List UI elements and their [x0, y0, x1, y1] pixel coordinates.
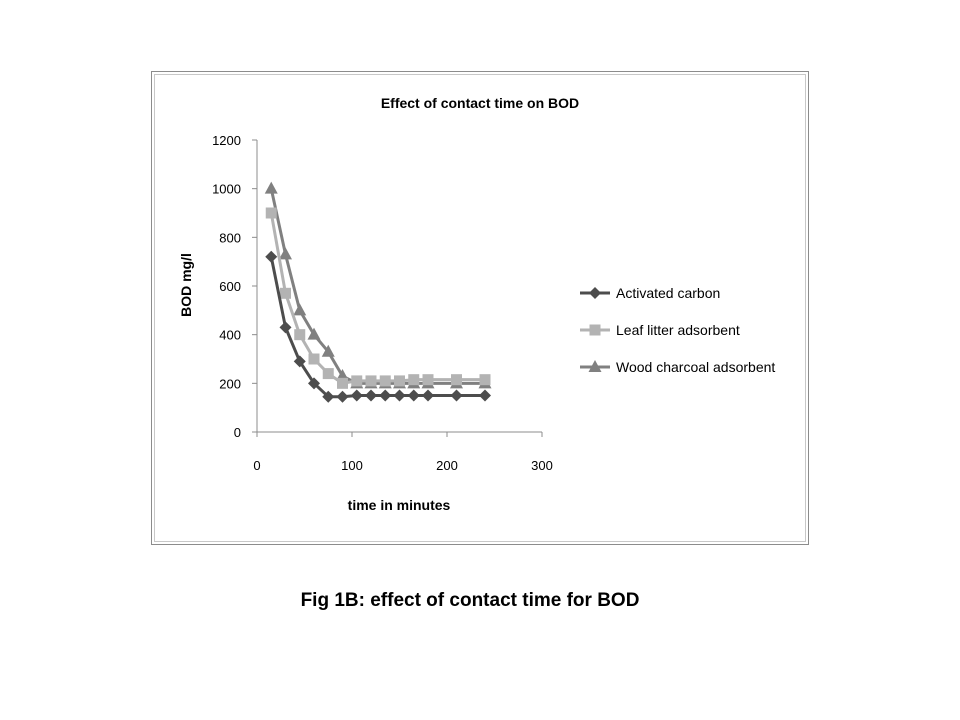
y-tick-label: 0 [234, 425, 241, 440]
x-axis-label: time in minutes [348, 497, 451, 513]
data-point [322, 368, 334, 380]
y-tick-label: 200 [219, 376, 241, 391]
data-point [265, 250, 278, 263]
data-point [394, 375, 405, 387]
axes: 0 200 400 600 800 1000 1200 0 100 200 300 [212, 133, 553, 473]
legend-entry: Activated carbon [580, 285, 720, 301]
data-point [308, 377, 320, 390]
x-tick-label: 200 [436, 458, 458, 473]
data-point [450, 389, 463, 402]
legend-label: Activated carbon [616, 285, 720, 301]
data-point [322, 390, 335, 403]
legend: Activated carbon Leaf litter adsorbent Woo… [580, 285, 775, 375]
data-point [379, 389, 392, 402]
series-line [269, 188, 485, 385]
data-point [407, 389, 420, 402]
data-point [393, 389, 406, 402]
data-point [307, 327, 321, 340]
data-point [279, 247, 292, 260]
data-point [422, 389, 434, 402]
legend-marker [588, 360, 602, 372]
data-point [337, 377, 348, 389]
data-point [479, 389, 491, 402]
data-point [365, 389, 377, 402]
series-1 [265, 207, 491, 389]
y-tick-label: 400 [219, 328, 241, 343]
data-point [279, 321, 292, 334]
x-tick-label: 300 [531, 458, 553, 473]
legend-label: Wood charcoal adsorbent [616, 359, 775, 375]
data-point [308, 353, 320, 365]
chart-frame [151, 71, 809, 545]
data-point [293, 355, 306, 368]
data-point [264, 181, 278, 194]
data-point [351, 375, 363, 387]
x-tick-label: 100 [341, 458, 363, 473]
data-point [479, 374, 491, 386]
data-point [365, 375, 377, 387]
legend-entry: Leaf litter adsorbent [580, 322, 740, 338]
x-tick-label: 0 [253, 458, 260, 473]
data-point [265, 207, 277, 219]
y-tick-label: 1200 [212, 133, 241, 148]
data-point [294, 329, 306, 341]
legend-marker [589, 287, 601, 299]
chart-title: Effect of contact time on BOD [381, 95, 579, 111]
y-tick-label: 1000 [212, 182, 241, 197]
legend-label: Leaf litter adsorbent [616, 322, 740, 338]
data-point [422, 374, 434, 386]
y-axis-label: BOD mg/l [178, 253, 194, 317]
legend-entry: Wood charcoal adsorbent [580, 359, 775, 375]
data-point [336, 390, 349, 403]
data-point [280, 287, 291, 299]
y-tick-label: 600 [219, 279, 241, 294]
data-point [379, 375, 391, 387]
data-point [451, 374, 462, 386]
data-point [293, 303, 307, 316]
data-point [321, 344, 335, 357]
data-point [408, 374, 420, 386]
legend-marker [589, 324, 601, 336]
series-layer [264, 181, 492, 403]
series-0 [265, 250, 491, 403]
figure-caption: Fig 1B: effect of contact time for BOD [300, 590, 640, 611]
y-tick-label: 800 [219, 230, 241, 245]
series-line [269, 212, 485, 385]
data-point [350, 389, 363, 402]
